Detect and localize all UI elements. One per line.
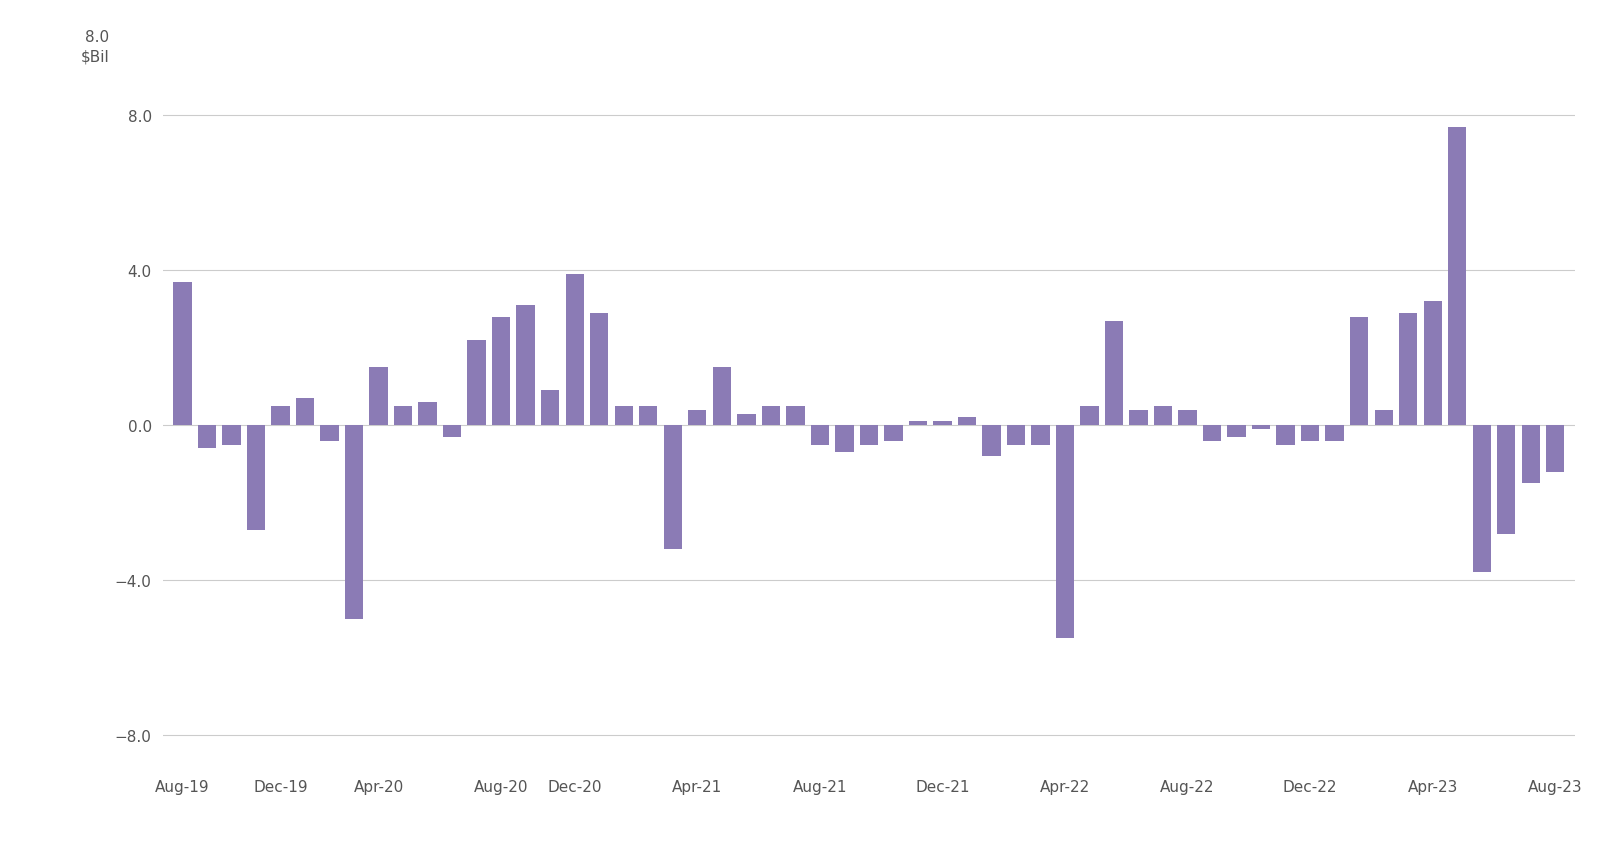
Bar bbox=[835, 426, 853, 452]
Bar bbox=[1227, 426, 1246, 437]
Bar bbox=[762, 406, 781, 426]
Bar bbox=[1325, 426, 1344, 441]
Bar bbox=[370, 368, 387, 426]
Bar bbox=[1448, 128, 1467, 426]
Bar bbox=[1301, 426, 1320, 441]
Bar bbox=[491, 318, 510, 426]
Bar bbox=[712, 368, 731, 426]
Bar bbox=[885, 426, 902, 441]
Bar bbox=[958, 418, 976, 426]
Bar bbox=[272, 406, 290, 426]
Bar bbox=[1154, 406, 1173, 426]
Bar bbox=[222, 426, 240, 445]
Bar bbox=[467, 341, 486, 426]
Bar bbox=[565, 275, 584, 426]
Bar bbox=[1032, 426, 1050, 445]
Bar bbox=[1522, 426, 1539, 484]
Bar bbox=[1350, 318, 1368, 426]
Text: 8.0
$Bil: 8.0 $Bil bbox=[80, 30, 109, 65]
Bar bbox=[1178, 411, 1197, 426]
Bar bbox=[1398, 314, 1418, 426]
Bar bbox=[859, 426, 878, 445]
Bar bbox=[517, 306, 534, 426]
Bar bbox=[394, 406, 413, 426]
Bar bbox=[1472, 426, 1491, 573]
Bar bbox=[1130, 411, 1147, 426]
Bar bbox=[590, 314, 608, 426]
Bar bbox=[198, 426, 216, 449]
Bar bbox=[664, 426, 682, 550]
Bar bbox=[982, 426, 1000, 457]
Bar bbox=[1498, 426, 1515, 534]
Bar bbox=[1006, 426, 1026, 445]
Bar bbox=[296, 399, 314, 426]
Bar bbox=[320, 426, 339, 441]
Bar bbox=[933, 422, 952, 426]
Bar bbox=[688, 411, 707, 426]
Bar bbox=[346, 426, 363, 619]
Bar bbox=[1424, 302, 1442, 426]
Bar bbox=[738, 414, 755, 426]
Bar bbox=[1080, 406, 1099, 426]
Bar bbox=[173, 283, 192, 426]
Bar bbox=[419, 402, 437, 426]
Bar bbox=[786, 406, 805, 426]
Bar bbox=[1056, 426, 1074, 638]
Bar bbox=[1546, 426, 1565, 472]
Bar bbox=[614, 406, 634, 426]
Bar bbox=[443, 426, 461, 437]
Bar bbox=[541, 391, 560, 426]
Bar bbox=[811, 426, 829, 445]
Bar bbox=[1277, 426, 1294, 445]
Bar bbox=[1203, 426, 1221, 441]
Bar bbox=[638, 406, 658, 426]
Bar bbox=[1106, 321, 1123, 426]
Bar bbox=[909, 422, 926, 426]
Bar bbox=[1374, 411, 1394, 426]
Bar bbox=[1251, 426, 1270, 429]
Bar bbox=[246, 426, 266, 530]
